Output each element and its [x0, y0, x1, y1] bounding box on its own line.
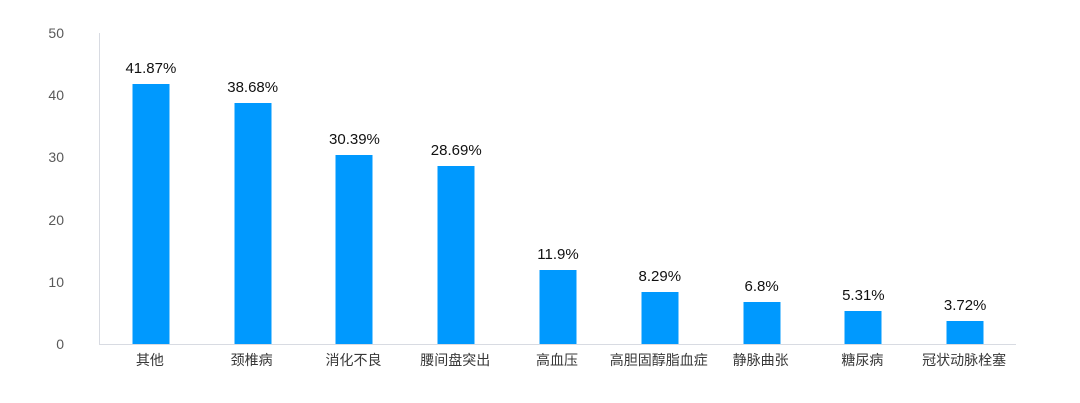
- bar-value-label: 11.9%: [537, 245, 579, 263]
- x-axis: 其他 颈椎病 消化不良 腰间盘突出 高血压 高胆固醇脂血症 静脉曲张 糖尿病 冠状动脉栓塞: [99, 352, 1015, 369]
- x-category-label: 消化不良: [325, 352, 382, 368]
- bar-slot: 38.68%: [202, 33, 304, 344]
- bar-value-label: 38.68%: [227, 79, 279, 97]
- y-tick-label: 20: [48, 211, 64, 228]
- x-category-label: 静脉曲张: [732, 352, 789, 368]
- bar-slot: 8.29%: [609, 33, 711, 344]
- plot-area: 41.87% 38.68% 30.39% 28.69% 11.9% 8.29% 6.8% 5.…: [99, 33, 1016, 345]
- x-category-label: 高血压: [536, 352, 579, 368]
- bar: [539, 269, 577, 344]
- x-category-label: 冠状动脉栓塞: [922, 352, 1007, 368]
- x-category-label: 糖尿病: [841, 352, 884, 368]
- bar-value-label: 41.87%: [125, 59, 177, 77]
- bar: [132, 83, 170, 344]
- bar-slot: 5.31%: [812, 33, 914, 344]
- x-category-label: 其他: [135, 352, 164, 368]
- y-tick-label: 10: [48, 273, 64, 290]
- bar-value-label: 30.39%: [329, 130, 380, 148]
- bar: [641, 292, 679, 344]
- x-category-label: 颈椎病: [230, 352, 273, 368]
- bar: [437, 165, 475, 344]
- bar-slot: 30.39%: [304, 33, 406, 344]
- bar-slot: 41.87%: [100, 33, 202, 344]
- x-category-label: 腰间盘突出: [420, 352, 491, 368]
- bar-slot: 3.72%: [914, 33, 1016, 344]
- y-tick-label: 40: [48, 87, 64, 104]
- bar-slot: 11.9%: [507, 33, 609, 344]
- bar-value-label: 28.69%: [430, 141, 482, 159]
- bar: [844, 310, 882, 344]
- y-tick-label: 30: [48, 149, 64, 166]
- bar: [234, 103, 272, 344]
- y-tick-label: 50: [48, 25, 64, 41]
- bar: [335, 154, 373, 344]
- bar-slot: 6.8%: [711, 33, 813, 344]
- bar-value-label: 6.8%: [744, 277, 779, 295]
- bar-value-label: 8.29%: [638, 268, 682, 286]
- bar: [743, 301, 781, 344]
- x-category-label: 高胆固醇脂血症: [609, 352, 708, 368]
- y-tick-label: 0: [56, 336, 64, 352]
- bar-slot: 28.69%: [405, 33, 507, 344]
- bar-value-label: 3.72%: [943, 296, 987, 314]
- bar: [946, 320, 984, 344]
- bar-value-label: 5.31%: [842, 286, 885, 304]
